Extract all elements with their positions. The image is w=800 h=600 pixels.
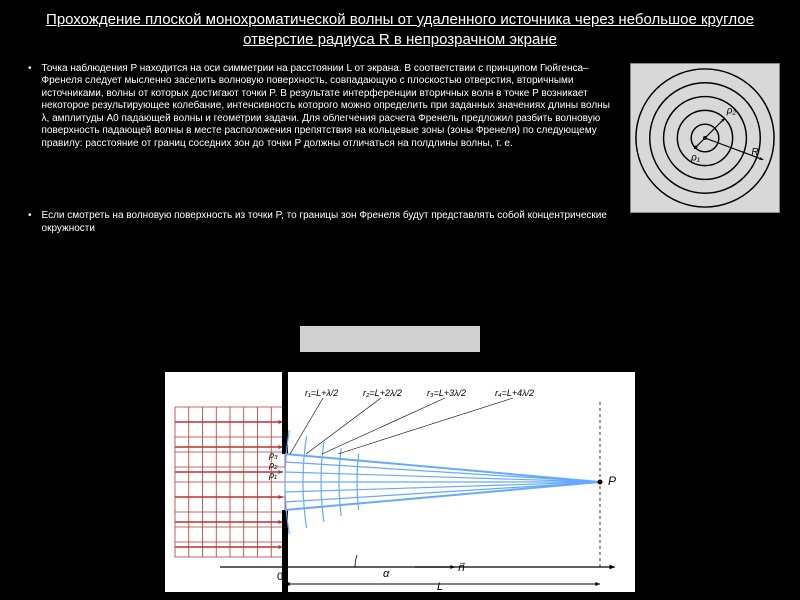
svg-text:n⃗: n⃗ xyxy=(458,562,465,574)
content-row: Точка наблюдения P находится на оси симм… xyxy=(0,57,800,250)
svg-text:R: R xyxy=(751,146,758,157)
bullet-2: Если смотреть на волновую поверхность из… xyxy=(28,210,620,235)
svg-text:ρ₂: ρ₂ xyxy=(268,460,278,470)
svg-text:ρ₂: ρ₂ xyxy=(726,105,737,116)
zones-diagram-panel: Rρ₁ ρ₂ xyxy=(630,63,780,250)
slide-title: Прохождение плоской монохроматической во… xyxy=(0,0,800,57)
svg-text:r₂=L+2λ/2: r₂=L+2λ/2 xyxy=(363,388,402,398)
text-column: Точка наблюдения P находится на оси симм… xyxy=(28,63,620,250)
svg-text:r₄=L+4λ/2: r₄=L+4λ/2 xyxy=(495,388,534,398)
svg-text:P: P xyxy=(608,474,616,488)
svg-text:r₃=L+3λ/2: r₃=L+3λ/2 xyxy=(427,388,466,398)
svg-text:α: α xyxy=(383,568,390,580)
svg-text:0: 0 xyxy=(277,571,283,583)
svg-text:r₁=L+λ/2: r₁=L+λ/2 xyxy=(305,388,338,398)
bullet-1: Точка наблюдения P находится на оси симм… xyxy=(28,63,620,151)
svg-text:L: L xyxy=(437,581,443,592)
paragraph-1: Точка наблюдения P находится на оси симм… xyxy=(42,63,620,151)
ray-diagram-wrap: 0 Pn⃗ α Lr₁=L+λ/2 r₂=L+2λ/2 r₃=L+3λ/2 r₄=L+4λ/… xyxy=(0,372,800,592)
ray-diagram-svg: 0 Pn⃗ α Lr₁=L+λ/2 r₂=L+2λ/2 r₃=L+3λ/2 r₄=L+4λ/… xyxy=(165,372,635,592)
fresnel-zones-svg: Rρ₁ ρ₂ xyxy=(630,63,780,213)
paragraph-2: Если смотреть на волновую поверхность из… xyxy=(42,210,620,235)
svg-text:ρ₁: ρ₁ xyxy=(268,470,277,480)
svg-text:ρ₁: ρ₁ xyxy=(690,152,700,163)
formula-gap xyxy=(300,326,480,352)
svg-text:ρ₃: ρ₃ xyxy=(268,450,278,460)
